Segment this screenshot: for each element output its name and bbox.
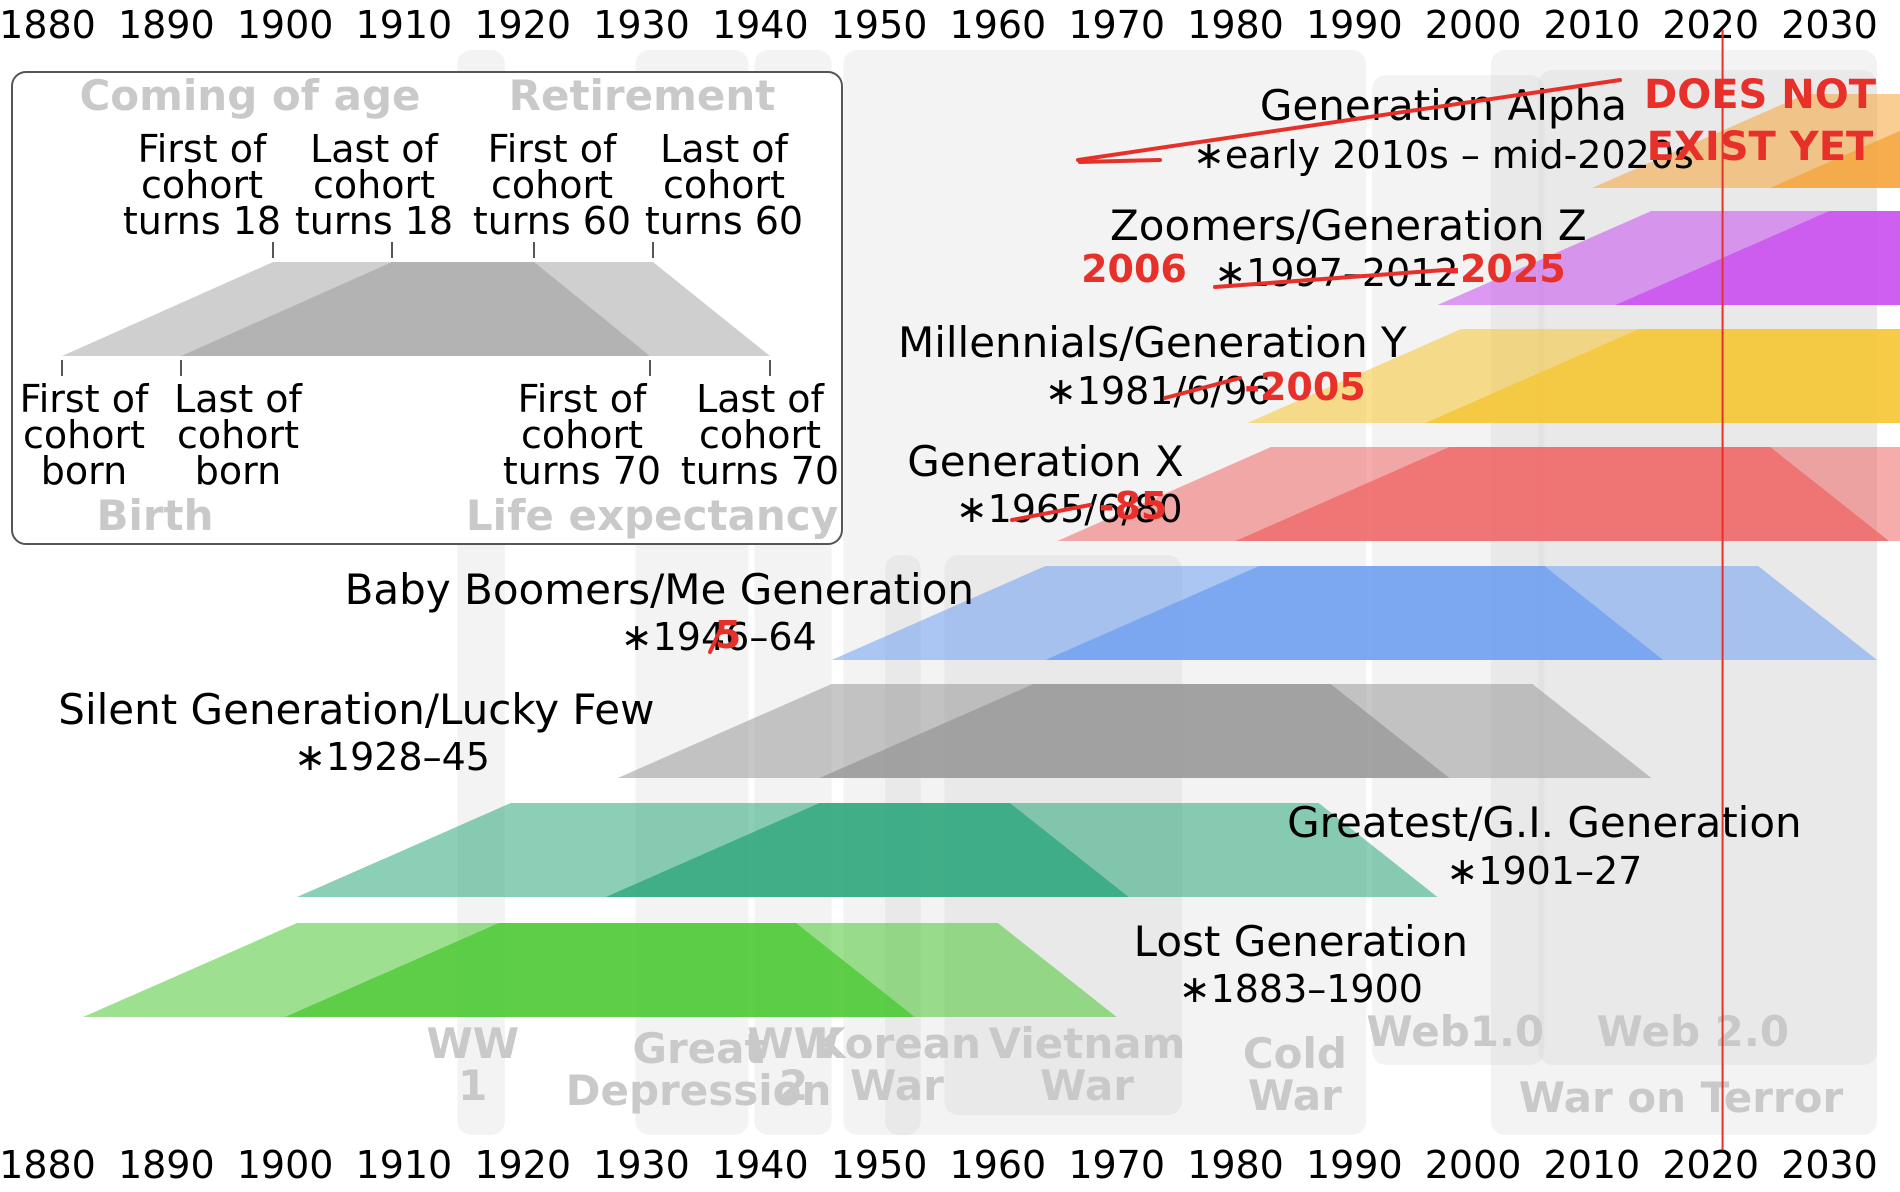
axis-tick-top: 2020 [1662, 3, 1759, 47]
legend-bottom-label: born [195, 449, 281, 493]
axis-tick-bottom: 1960 [950, 1143, 1047, 1187]
axis-tick-top: 1880 [0, 3, 96, 47]
axis-tick-top: 1890 [118, 3, 215, 47]
event-label-ww1: 1 [458, 1061, 487, 1110]
axis-tick-bottom: 1900 [237, 1143, 334, 1187]
event-label-coldwar: War [1248, 1071, 1342, 1120]
generation-years-millennials: ∗1981/6/96 [1045, 369, 1272, 413]
axis-tick-top: 1970 [1068, 3, 1165, 47]
axis-tick-top: 2030 [1781, 3, 1878, 47]
edit-z-before: 2006 [1081, 247, 1187, 291]
edit-boomers-after: 5 [715, 613, 741, 657]
event-label-web1: Web1.0 [1366, 1007, 1544, 1056]
axis-tick-bottom: 1880 [0, 1143, 96, 1187]
generation-name-greatest: Greatest/G.I. Generation [1287, 798, 1802, 847]
axis-tick-bottom: 1970 [1068, 1143, 1165, 1187]
generation-name-millennials: Millennials/Generation Y [898, 318, 1407, 367]
generation-name-boomers: Baby Boomers/Me Generation [345, 565, 974, 614]
axis-tick-top: 1990 [1306, 3, 1403, 47]
event-label-korean: War [850, 1061, 944, 1110]
axis-tick-top: 1960 [950, 3, 1047, 47]
axis-tick-bottom: 1990 [1306, 1143, 1403, 1187]
legend-top-label: turns 60 [473, 199, 631, 243]
axis-tick-top: 1910 [356, 3, 453, 47]
axis-tick-bottom: 1920 [474, 1143, 571, 1187]
generation-years-greatest: ∗1901–27 [1446, 849, 1642, 893]
axis-tick-bottom: 2010 [1544, 1143, 1641, 1187]
generation-years-silent: ∗1928–45 [294, 735, 490, 779]
legend-retirement: Retirement [509, 71, 776, 120]
legend-bottom-label: turns 70 [681, 449, 839, 493]
axis-tick-bottom: 1980 [1187, 1143, 1284, 1187]
generation-years-lost: ∗1883–1900 [1179, 967, 1423, 1011]
axis-tick-top: 1930 [593, 3, 690, 47]
generation-name-x: Generation X [907, 437, 1183, 486]
generation-years-alpha: ∗early 2010s – mid-2020s [1193, 133, 1694, 177]
axis-tick-top: 2000 [1425, 3, 1522, 47]
legend-birth: Birth [96, 491, 213, 540]
event-label-terror: War on Terror [1519, 1073, 1844, 1122]
axis-tick-bottom: 2000 [1425, 1143, 1522, 1187]
axis-tick-bottom: 2030 [1781, 1143, 1878, 1187]
axis-tick-top: 1980 [1187, 3, 1284, 47]
legend-bottom-label: turns 70 [503, 449, 661, 493]
legend-life-expectancy: Life expectancy [466, 491, 838, 540]
generation-name-silent: Silent Generation/Lucky Few [58, 685, 654, 734]
axis-tick-bottom: 2020 [1662, 1143, 1759, 1187]
edit-z-after: -2025 [1444, 247, 1566, 291]
legend-top-label: turns 18 [123, 199, 281, 243]
event-label-vietnam: War [1040, 1061, 1134, 1110]
axis-tick-top: 2010 [1544, 3, 1641, 47]
axis-tick-bottom: 1890 [118, 1143, 215, 1187]
edit-millennials-after: -2005 [1244, 365, 1366, 409]
warning-line2: EXIST YET [1647, 124, 1874, 170]
axis-tick-bottom: 1910 [356, 1143, 453, 1187]
legend-coming-of-age: Coming of age [79, 71, 420, 120]
strike-alpha-tail [1080, 160, 1160, 162]
axis-tick-bottom: 1950 [831, 1143, 928, 1187]
edit-x-after: -85 [1099, 484, 1168, 528]
event-label-web2: Web 2.0 [1597, 1007, 1789, 1056]
axis-tick-bottom: 1930 [593, 1143, 690, 1187]
event-label-ww2: 2 [779, 1061, 808, 1110]
axis-tick-top: 1950 [831, 3, 928, 47]
axis-tick-top: 1940 [712, 3, 809, 47]
axis-tick-top: 1920 [474, 3, 571, 47]
generation-band-lost [83, 923, 1117, 1017]
legend-top-label: turns 18 [295, 199, 453, 243]
axis-tick-top: 1900 [237, 3, 334, 47]
generation-name-lost: Lost Generation [1134, 917, 1468, 966]
warning-line1: DOES NOT [1644, 72, 1877, 118]
axis-tick-bottom: 1940 [712, 1143, 809, 1187]
legend-top-label: turns 60 [645, 199, 803, 243]
legend: Coming of age Retirement Birth Life expecta… [12, 71, 842, 544]
legend-bottom-label: born [41, 449, 127, 493]
generation-name-z: Zoomers/Generation Z [1110, 201, 1587, 250]
